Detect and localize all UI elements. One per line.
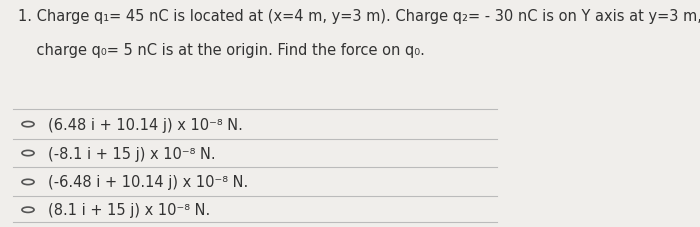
Text: (-6.48 i + 10.14 j) x 10⁻⁸ N.: (-6.48 i + 10.14 j) x 10⁻⁸ N.	[48, 175, 248, 190]
Text: charge q₀= 5 nC is at the origin. Find the force on q₀.: charge q₀= 5 nC is at the origin. Find t…	[18, 43, 425, 58]
Text: (8.1 i + 15 j) x 10⁻⁸ N.: (8.1 i + 15 j) x 10⁻⁸ N.	[48, 202, 211, 217]
Text: 1. Charge q₁= 45 nC is located at (x=4 m, y=3 m). Charge q₂= - 30 nC is on Y axi: 1. Charge q₁= 45 nC is located at (x=4 m…	[18, 9, 700, 24]
Text: (-8.1 i + 15 j) x 10⁻⁸ N.: (-8.1 i + 15 j) x 10⁻⁸ N.	[48, 146, 216, 161]
Text: (6.48 i + 10.14 j) x 10⁻⁸ N.: (6.48 i + 10.14 j) x 10⁻⁸ N.	[48, 117, 243, 132]
